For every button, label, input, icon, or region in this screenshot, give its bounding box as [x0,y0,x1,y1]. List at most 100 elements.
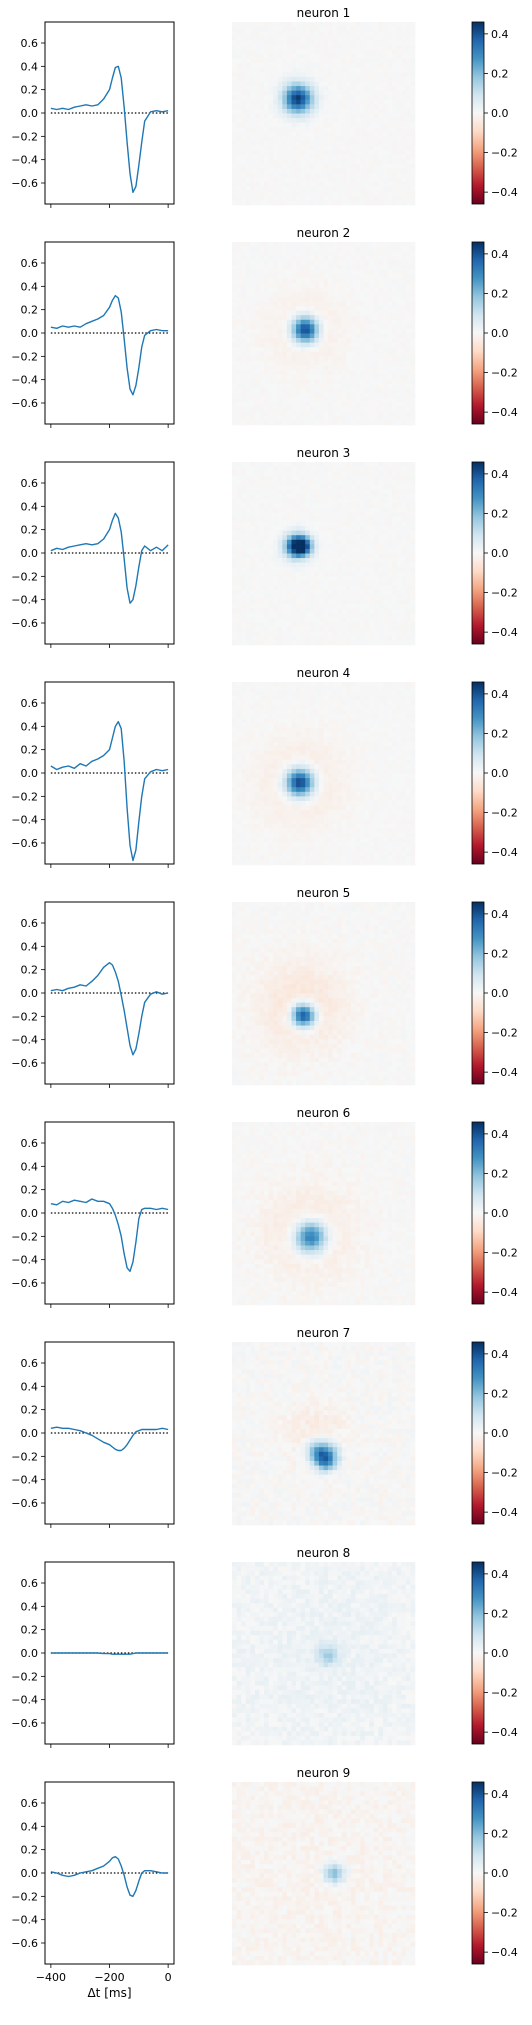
heatmap-cell [232,471,237,476]
heatmap-cell [324,338,329,343]
heatmap-cell [401,329,406,334]
heatmap-cell [241,324,246,329]
heatmap-cell [401,247,406,252]
heatmap-cell [360,531,365,536]
heatmap-cell [310,196,315,201]
heatmap-cell [296,251,301,256]
heatmap-cell [342,572,347,577]
heatmap-cell [397,366,402,371]
heatmap-cell [378,416,383,421]
heatmap-cell [310,531,315,536]
heatmap-cell [328,375,333,380]
heatmap-cell [296,77,301,82]
heatmap-cell [273,608,278,613]
heatmap-cell [369,104,374,109]
heatmap-cell [392,150,397,155]
heatmap-cell [324,136,329,141]
heatmap-cell [410,604,415,609]
heatmap-cell [356,347,361,352]
heatmap-cell [397,572,402,577]
heatmap-cell [365,489,370,494]
heatmap-cell [282,338,287,343]
heatmap-cell [333,494,338,499]
heatmap-cell [401,334,406,339]
y-tick-label: 0.2 [21,744,39,757]
heatmap-cell [392,508,397,513]
heatmap-cell [337,59,342,64]
heatmap-cell [282,462,287,467]
heatmap-cell [282,347,287,352]
heatmap-cell [301,251,306,256]
heatmap-cell [287,86,292,91]
heatmap-cell [310,141,315,146]
heatmap-cell [342,118,347,123]
heatmap-cell [351,247,356,252]
heatmap-cell [388,416,393,421]
heatmap-cell [337,544,342,549]
heatmap-cell [264,356,269,361]
heatmap-cell [365,173,370,178]
heatmap-cell [241,379,246,384]
heatmap-cell [310,499,315,504]
heatmap-cell [374,526,379,531]
heatmap-cell [246,164,251,169]
heatmap-cell [291,608,296,613]
heatmap-cell [383,288,388,293]
heatmap-cell [388,366,393,371]
heatmap-cell [296,297,301,302]
heatmap-cell [250,150,255,155]
heatmap-cell [406,123,411,128]
heatmap-cell [237,613,242,618]
heatmap-cell [388,22,393,27]
heatmap-cell [346,636,351,641]
heatmap-cell [305,636,310,641]
heatmap-cell [296,324,301,329]
heatmap-cell [360,40,365,45]
heatmap-cell [374,512,379,517]
heatmap-cell [383,393,388,398]
heatmap-cell [397,132,402,137]
heatmap-cell [246,27,251,32]
heatmap-cell [269,540,274,545]
heatmap-cell [374,187,379,192]
heatmap-cell [401,320,406,325]
heatmap-cell [232,407,237,412]
heatmap-cell [328,288,333,293]
heatmap-cell [401,613,406,618]
heatmap-cell [369,123,374,128]
heatmap-cell [346,554,351,559]
heatmap-cell [397,540,402,545]
heatmap-cell [278,187,283,192]
heatmap-cell [278,118,283,123]
heatmap-cell [324,503,329,508]
heatmap-cell [378,540,383,545]
heatmap-cell [401,306,406,311]
heatmap-cell [310,535,315,540]
heatmap-cell [278,379,283,384]
heatmap-cell [383,265,388,270]
heatmap-cell [269,595,274,600]
heatmap-cell [388,608,393,613]
heatmap-cell [314,476,319,481]
heatmap-cell [273,104,278,109]
heatmap-cell [397,622,402,627]
heatmap-cell [278,136,283,141]
heatmap-cell [328,159,333,164]
heatmap-cell [383,554,388,559]
heatmap-cell [291,467,296,472]
heatmap-cell [388,187,393,192]
heatmap-cell [255,114,260,119]
heatmap-cell [356,540,361,545]
heatmap-cell [346,292,351,297]
heatmap-cell [310,123,315,128]
heatmap-cell [328,27,333,32]
heatmap-cell [278,274,283,279]
heatmap-cell [291,159,296,164]
heatmap-cell [337,22,342,27]
heatmap-cell [259,572,264,577]
heatmap-cell [301,182,306,187]
heatmap-cell [250,338,255,343]
heatmap-cell [291,191,296,196]
heatmap-cell [360,613,365,618]
